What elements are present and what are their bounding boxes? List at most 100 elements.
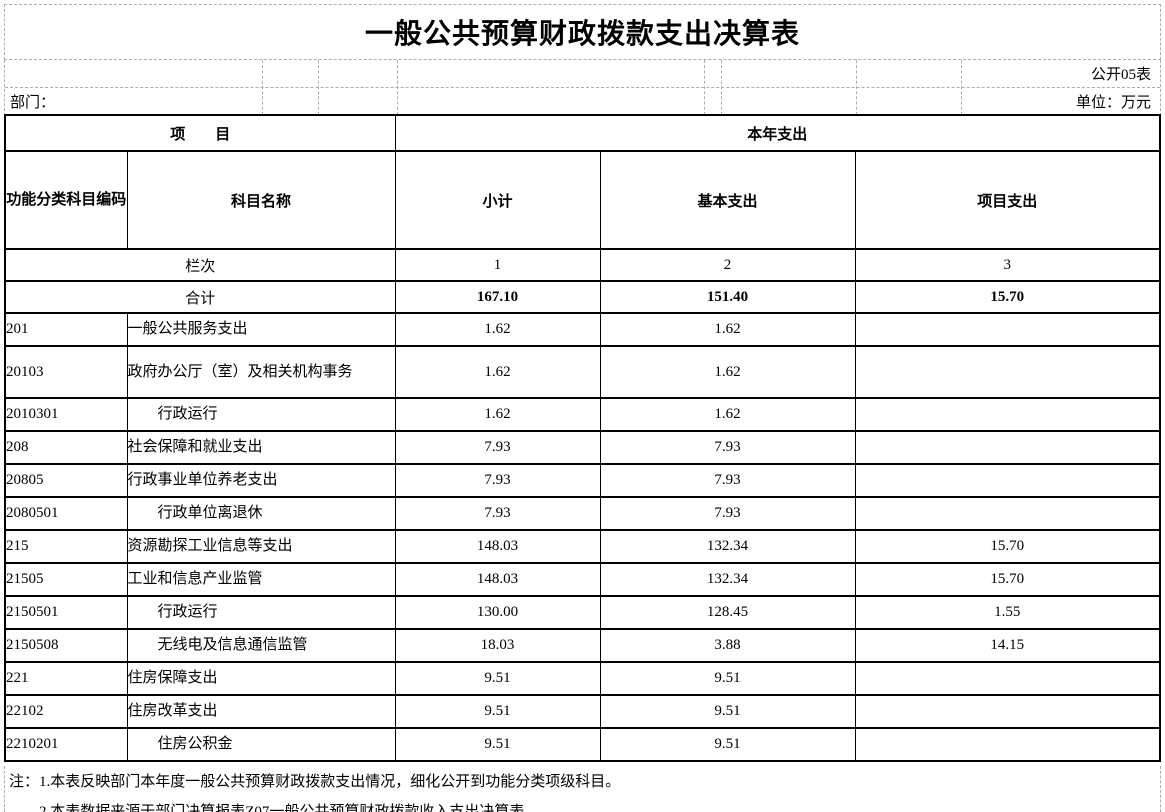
total-project: 15.70 (854, 280, 1161, 314)
code-cell: 20103 (4, 345, 128, 399)
subtotal-cell: 9.51 (394, 694, 601, 729)
grid-line (397, 60, 398, 115)
table-row: 21505 工业和信息产业监管 148.03 132.34 15.70 (4, 562, 1161, 597)
project-cell: 1.55 (854, 595, 1161, 630)
grid-line (704, 60, 705, 115)
name-cell: 行政运行 (126, 397, 396, 432)
note-line: 2.本表数据来源于部门决算报表Z07一般公共预算财政拨款收入支出决算表。 (39, 804, 540, 812)
name-cell: 行政单位离退休 (126, 496, 396, 531)
project-cell (854, 727, 1161, 762)
grid-line (318, 60, 319, 115)
code-cell: 22102 (4, 694, 128, 729)
name-cell: 无线电及信息通信监管 (126, 628, 396, 663)
project-cell (854, 661, 1161, 696)
basic-cell: 7.93 (599, 496, 856, 531)
code-cell: 2080501 (4, 496, 128, 531)
code-cell: 2150501 (4, 595, 128, 630)
table-row: 2150501 行政运行 130.00 128.45 1.55 (4, 595, 1161, 630)
code-cell: 208 (4, 430, 128, 465)
project-cell (854, 345, 1161, 399)
code-cell: 201 (4, 312, 128, 347)
subtotal-cell: 148.03 (394, 529, 601, 564)
page-title: 一般公共预算财政拨款支出决算表 (364, 18, 800, 49)
table-row: 2210201 住房公积金 9.51 9.51 (4, 727, 1161, 762)
subtotal-cell: 7.93 (394, 496, 601, 531)
code-cell: 215 (4, 529, 128, 564)
subtotal-cell: 9.51 (394, 727, 601, 762)
name-cell: 住房改革支出 (126, 694, 396, 729)
name-cell: 工业和信息产业监管 (126, 562, 396, 597)
header-name: 科目名称 (126, 150, 396, 250)
basic-cell: 7.93 (599, 463, 856, 498)
name-cell: 行政运行 (126, 595, 396, 630)
code-cell: 20805 (4, 463, 128, 498)
header-subtotal: 小计 (394, 150, 601, 250)
basic-cell: 1.62 (599, 397, 856, 432)
meta-strip: 公开05表 部门： 单位：万元 (4, 60, 1161, 116)
subtotal-cell: 7.93 (394, 430, 601, 465)
basic-cell: 1.62 (599, 312, 856, 347)
project-cell (854, 463, 1161, 498)
total-row: 合计 167.10 151.40 15.70 (4, 280, 1161, 314)
subtotal-cell: 130.00 (394, 595, 601, 630)
project-cell: 15.70 (854, 562, 1161, 597)
basic-cell: 3.88 (599, 628, 856, 663)
subtotal-cell: 7.93 (394, 463, 601, 498)
total-label: 合计 (4, 280, 396, 314)
header-project: 项目支出 (854, 150, 1161, 250)
sheet-number-row: 公开05表 (5, 60, 1160, 88)
total-subtotal: 167.10 (394, 280, 601, 314)
index-label: 栏次 (4, 248, 396, 282)
name-cell: 住房保障支出 (126, 661, 396, 696)
column-index-row: 栏次 1 2 3 (4, 248, 1161, 282)
grid-line (961, 60, 962, 115)
project-cell (854, 694, 1161, 729)
basic-cell: 9.51 (599, 727, 856, 762)
table-row: 221 住房保障支出 9.51 9.51 (4, 661, 1161, 696)
header-code: 功能分类科目编码 (4, 150, 128, 250)
subtotal-cell: 9.51 (394, 661, 601, 696)
code-cell: 2210201 (4, 727, 128, 762)
footnotes: 注：1.本表反映部门本年度一般公共预算财政拨款支出情况，细化公开到功能分类项级科… (4, 766, 1161, 812)
name-cell: 住房公积金 (126, 727, 396, 762)
header-project-group: 项 目 (4, 114, 396, 152)
name-cell: 一般公共服务支出 (126, 312, 396, 347)
title-block: 一般公共预算财政拨款支出决算表 (4, 4, 1161, 60)
subtotal-cell: 1.62 (394, 312, 601, 347)
expense-table: 项 目 本年支出 功能分类科目编码 科目名称 小计 基本支出 项目支出 栏次 1… (4, 114, 1162, 762)
subtotal-cell: 148.03 (394, 562, 601, 597)
index-col2: 2 (599, 248, 856, 282)
name-cell: 社会保障和就业支出 (126, 430, 396, 465)
table-row: 201 一般公共服务支出 1.62 1.62 (4, 312, 1161, 347)
basic-cell: 7.93 (599, 430, 856, 465)
name-cell: 资源勘探工业信息等支出 (126, 529, 396, 564)
header-basic: 基本支出 (599, 150, 856, 250)
basic-cell: 132.34 (599, 529, 856, 564)
table-header-row: 功能分类科目编码 科目名称 小计 基本支出 项目支出 (4, 150, 1161, 250)
table-row: 2080501 行政单位离退休 7.93 7.93 (4, 496, 1161, 531)
sheet-label: 公开05表 (1090, 67, 1151, 83)
table-row: 2150508 无线电及信息通信监管 18.03 3.88 14.15 (4, 628, 1161, 663)
grid-line (262, 60, 263, 115)
basic-cell: 9.51 (599, 694, 856, 729)
table-row: 22102 住房改革支出 9.51 9.51 (4, 694, 1161, 729)
name-cell: 政府办公厅（室）及相关机构事务 (126, 345, 396, 399)
project-cell (854, 397, 1161, 432)
basic-cell: 132.34 (599, 562, 856, 597)
code-cell: 21505 (4, 562, 128, 597)
project-cell (854, 430, 1161, 465)
table-header-group-row: 项 目 本年支出 (4, 114, 1161, 152)
project-cell: 15.70 (854, 529, 1161, 564)
project-cell: 14.15 (854, 628, 1161, 663)
table-row: 215 资源勘探工业信息等支出 148.03 132.34 15.70 (4, 529, 1161, 564)
index-col1: 1 (394, 248, 601, 282)
basic-cell: 9.51 (599, 661, 856, 696)
department-label: 部门： (10, 94, 56, 111)
table-row: 208 社会保障和就业支出 7.93 7.93 (4, 430, 1161, 465)
code-cell: 221 (4, 661, 128, 696)
project-cell (854, 312, 1161, 347)
note-line: 注：1.本表反映部门本年度一般公共预算财政拨款支出情况，细化公开到功能分类项级科… (9, 774, 621, 790)
basic-cell: 1.62 (599, 345, 856, 399)
subtotal-cell: 1.62 (394, 397, 601, 432)
